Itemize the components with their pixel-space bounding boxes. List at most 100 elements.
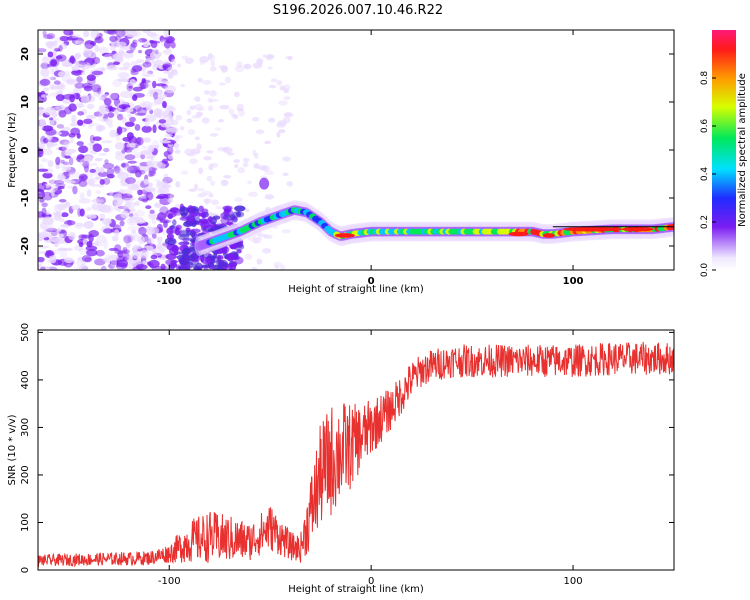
spectrogram-cell (131, 65, 143, 72)
spectrogram-cell (46, 141, 52, 150)
spectrogram-cell (94, 157, 103, 162)
spectrogram-cell (73, 222, 84, 229)
spectrogram-cell (542, 233, 555, 238)
spectrogram-cell (189, 228, 201, 234)
spectrogram-cell (127, 225, 139, 231)
spectrogram-cell (109, 45, 116, 51)
spectrogram-cell (236, 61, 243, 68)
spectrogram-cell (39, 198, 45, 203)
spectrogram-cell (282, 172, 289, 177)
spectrogram-cell (92, 136, 102, 142)
spectrogram-cell (146, 32, 157, 37)
spectrogram-cell (201, 190, 212, 195)
spectrogram-cell (110, 258, 117, 268)
spectrogram-cell (157, 77, 163, 82)
spectrogram-cell (132, 266, 143, 270)
spectrogram-cell (164, 133, 173, 138)
spectrogram-cell (563, 226, 624, 232)
spectrogram-cell (86, 176, 98, 184)
spectrogram-cell (118, 172, 124, 177)
spectrogram-cell (62, 203, 67, 209)
spectrogram-cell (51, 111, 58, 118)
spectrogram-cell (242, 157, 250, 163)
spectrogram-cell (141, 79, 151, 84)
spectrogram-cell (156, 236, 163, 241)
spectrogram-cell (282, 156, 291, 162)
spectrogram-cell (149, 209, 155, 214)
spectrogram-cell (251, 266, 258, 270)
spectrogram-cell (103, 228, 113, 234)
spectrogram-cell (106, 168, 115, 175)
spectrogram-cell (101, 218, 112, 225)
spectrogram-cell (120, 178, 131, 186)
spectrogram-cell (72, 185, 78, 195)
spectrogram-cell (117, 50, 124, 58)
spectrogram-cell (163, 40, 171, 49)
spectrogram-cell (83, 85, 93, 92)
spectrogram-cell (193, 96, 201, 102)
spectrogram-cell (101, 140, 113, 144)
spectrogram-cell (116, 259, 129, 268)
spectrogram-cell (53, 47, 61, 52)
spectrogram-cell (119, 220, 125, 227)
spectrogram-cell (82, 238, 88, 245)
spectrogram-cell (47, 63, 52, 68)
spectrogram-cell (58, 198, 67, 203)
spectrogram-cell (114, 109, 119, 115)
spectrogram-cell (148, 237, 155, 246)
spectrogram-cell (159, 35, 165, 43)
spectrogram-cell (141, 145, 148, 150)
spectrogram-cell (145, 187, 156, 193)
spectrogram-cell (117, 78, 130, 82)
spectrogram-cell (92, 198, 104, 205)
spectrogram-cell (42, 172, 53, 179)
snr-ytick-label: 300 (20, 418, 31, 437)
spectrogram-cell (150, 102, 159, 106)
spectrogram-cell (173, 142, 180, 149)
spectrogram-cell (157, 212, 167, 221)
spectrogram-cell (78, 145, 89, 154)
spectrogram-cell (62, 93, 75, 100)
spectrogram-cell (123, 51, 134, 59)
spectrogram-cell (53, 179, 65, 185)
spectrogram-cell (209, 98, 219, 103)
spectrogram-cell (147, 87, 157, 94)
snr-panel: -100 0 100 0 100 200 300 400 500 Height of strai… (7, 323, 675, 595)
spectrogram-cell (50, 41, 58, 47)
spectrogram-cell (285, 55, 293, 60)
snr-ytick-label: 0 (20, 567, 31, 573)
spectrogram-cell (264, 195, 275, 199)
spectrogram-cell (237, 109, 246, 117)
spectrogram-cell (92, 143, 103, 152)
spectrogram-cell (59, 35, 69, 42)
spectrogram-cell (186, 109, 192, 116)
spectrogram-cell (252, 62, 263, 69)
spectrogram-cell (201, 264, 212, 269)
spectrogram-cell (46, 32, 56, 40)
spectrogram-cell (38, 263, 42, 269)
spectrogram-cell (116, 113, 124, 121)
spectrogram-cell (113, 61, 120, 65)
spectrogram-cell (88, 214, 97, 219)
spectrogram-cell (209, 90, 217, 97)
spectrogram-cell (42, 34, 54, 40)
spectrogram-cell (147, 173, 154, 178)
spectrogram-ylabel: Frequency (Hz) (7, 112, 18, 188)
spectrogram-cell (109, 35, 118, 42)
spectrogram-cell (180, 170, 189, 176)
spectrogram-cell (190, 148, 201, 155)
colorbar-tick-label: 0.8 (700, 71, 710, 86)
spectrogram-cell (57, 71, 66, 78)
spectrogram-cell (125, 146, 134, 151)
spectrogram-cell (163, 193, 175, 199)
spectrogram-cell (234, 197, 243, 203)
spectrogram-cell (102, 257, 114, 263)
spectrogram-cell (62, 161, 70, 166)
spectrogram-cell (117, 171, 129, 180)
spectrogram-cell (42, 137, 49, 144)
spectrogram-cell (86, 189, 92, 197)
spectrogram-cell (224, 208, 231, 213)
spectrogram-cell (228, 108, 235, 115)
spectrogram-cell (42, 55, 50, 63)
spectrogram-cell (88, 230, 99, 238)
